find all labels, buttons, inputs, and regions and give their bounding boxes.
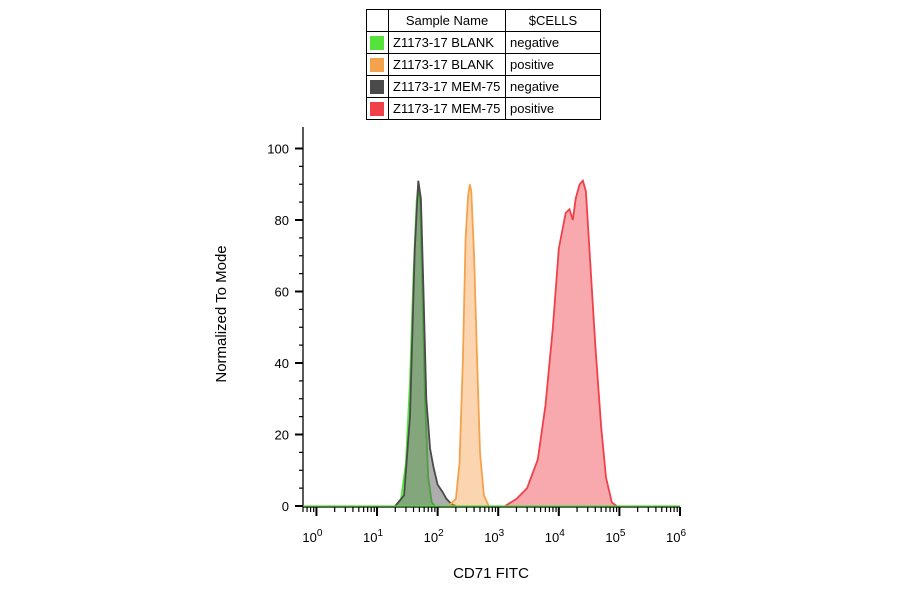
x-tick-label: 101 xyxy=(363,528,383,545)
legend-table: Sample Name $CELLS Z1173-17 BLANK negati… xyxy=(366,9,601,120)
legend-cells-value: positive xyxy=(505,97,601,120)
legend-swatch xyxy=(370,58,384,73)
legend-sample-name: Z1173-17 MEM-75 xyxy=(388,97,506,120)
x-tick-label: 105 xyxy=(605,528,625,545)
y-axis-label: Normalized To Mode xyxy=(213,245,230,382)
x-axis-label: CD71 FITC xyxy=(453,565,529,582)
legend-header-cells: $CELLS xyxy=(505,9,601,32)
y-tick-label: 40 xyxy=(275,356,289,371)
legend-cells-value: positive xyxy=(505,53,601,76)
x-tick-label: 102 xyxy=(424,528,444,545)
series-line xyxy=(394,180,457,507)
x-tick-label: 106 xyxy=(666,528,686,545)
legend-cells-value: negative xyxy=(505,75,601,98)
legend-swatch xyxy=(370,36,384,51)
legend-header-row: Sample Name $CELLS xyxy=(366,9,601,32)
legend-header-sample-name: Sample Name xyxy=(388,9,506,32)
legend-cells-value: negative xyxy=(505,31,601,54)
series-line xyxy=(504,178,618,507)
y-tick-label: 20 xyxy=(275,428,289,443)
legend-swatch xyxy=(370,80,384,95)
legend-row: Z1173-17 MEM-75 positive xyxy=(366,97,601,120)
series-fill xyxy=(395,184,435,507)
x-tick-label: 103 xyxy=(484,528,504,545)
legend-sample-name: Z1173-17 MEM-75 xyxy=(388,75,506,98)
legend-sample-name: Z1173-17 BLANK xyxy=(388,53,506,76)
legend-row: Z1173-17 MEM-75 negative xyxy=(366,75,601,98)
legend-swatch xyxy=(370,102,384,117)
series-line xyxy=(447,184,490,507)
y-tick-label: 80 xyxy=(275,213,289,228)
legend-sample-name: Z1173-17 BLANK xyxy=(388,31,506,54)
legend-row: Z1173-17 BLANK negative xyxy=(366,31,601,54)
legend-header-swatch xyxy=(366,9,389,32)
series-fill xyxy=(448,184,489,507)
y-tick-label: 60 xyxy=(275,285,289,300)
legend-row: Z1173-17 BLANK positive xyxy=(366,53,601,76)
x-tick-label: 104 xyxy=(545,528,565,545)
y-tick-label: 100 xyxy=(267,142,289,157)
y-tick-label: 0 xyxy=(282,499,289,514)
series-fill xyxy=(395,180,456,506)
series-fill xyxy=(505,180,617,506)
x-tick-label: 100 xyxy=(302,528,322,545)
